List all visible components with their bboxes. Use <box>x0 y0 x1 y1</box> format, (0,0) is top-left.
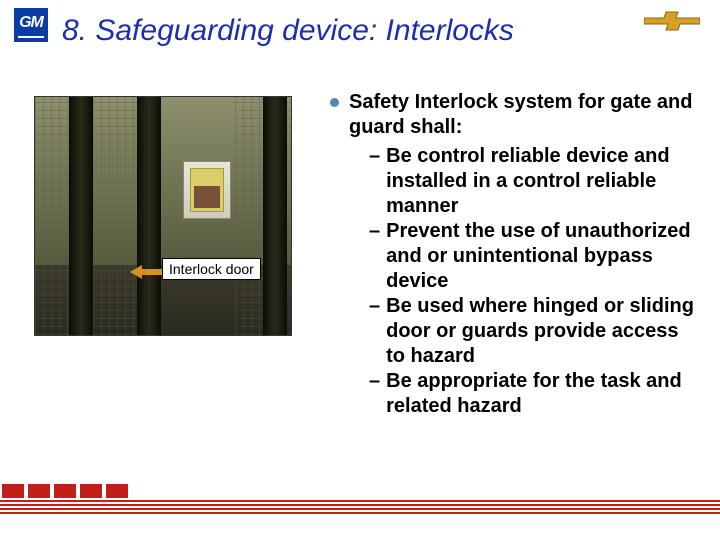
gm-logo-text: GM <box>19 14 43 31</box>
footer-line <box>0 500 720 502</box>
intro-text: Safety Interlock system for gate and gua… <box>349 90 700 140</box>
footer-line <box>0 504 720 506</box>
footer-decoration <box>0 484 720 516</box>
list-item: –Prevent the use of unauthorized and or … <box>369 219 700 294</box>
footer-red-blocks <box>2 484 720 498</box>
list-item: –Be control reliable device and installe… <box>369 144 700 219</box>
interlock-photo <box>34 96 292 336</box>
list-item: –Be used where hinged or sliding door or… <box>369 294 700 369</box>
photo-callout-label: Interlock door <box>162 258 261 280</box>
footer-line <box>0 508 720 510</box>
chevrolet-logo-icon <box>644 10 700 32</box>
footer-line <box>0 512 720 514</box>
gm-logo-underline <box>18 36 44 38</box>
sub-list: –Be control reliable device and installe… <box>369 144 700 419</box>
slide-title: 8. Safeguarding device: Interlocks <box>62 14 514 48</box>
callout-arrow-icon <box>130 265 164 279</box>
list-item: –Be appropriate for the task and related… <box>369 369 700 419</box>
bullet-icon <box>330 98 339 107</box>
gm-logo: GM <box>14 8 48 42</box>
content-block: Safety Interlock system for gate and gua… <box>330 90 700 419</box>
